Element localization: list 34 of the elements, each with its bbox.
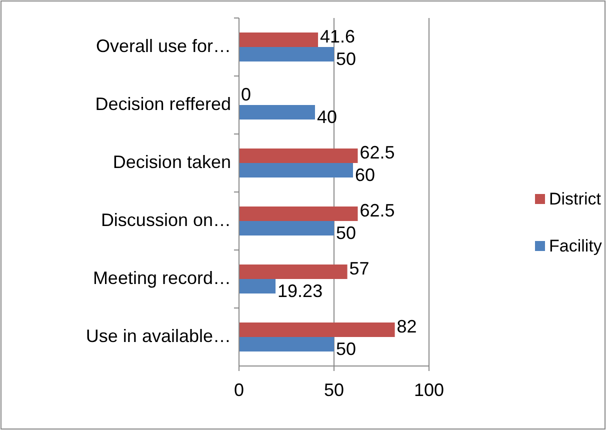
data-label: 40 bbox=[317, 107, 338, 127]
data-label: 0 bbox=[241, 84, 252, 104]
y-tick-label: Discussion on… bbox=[100, 210, 231, 230]
x-tick-label: 0 bbox=[234, 380, 244, 400]
data-label: 50 bbox=[336, 49, 356, 69]
y-tick-label: Use in available… bbox=[86, 326, 231, 346]
data-label: 82 bbox=[396, 316, 417, 336]
bar bbox=[239, 32, 318, 47]
legend-label: Facility bbox=[549, 236, 602, 256]
bar bbox=[239, 163, 353, 178]
y-tick-label: Meeting record… bbox=[92, 268, 231, 288]
data-label: 62.5 bbox=[360, 142, 395, 162]
bar bbox=[239, 322, 395, 337]
y-tick-label: Decision reffered bbox=[95, 94, 231, 114]
legend-label: District bbox=[549, 189, 602, 208]
bar bbox=[239, 105, 315, 120]
bar bbox=[239, 279, 276, 294]
data-label: 19.23 bbox=[278, 281, 323, 301]
bar bbox=[239, 148, 358, 163]
x-tick-label: 100 bbox=[414, 380, 444, 400]
data-label: 50 bbox=[336, 339, 356, 359]
bar bbox=[239, 337, 334, 352]
bar bbox=[239, 47, 334, 62]
data-label: 60 bbox=[355, 165, 376, 185]
y-tick-label: Overall use for… bbox=[96, 36, 231, 56]
bar bbox=[239, 264, 348, 279]
data-label: 57 bbox=[349, 258, 370, 278]
y-tick-label: Decision taken bbox=[112, 152, 231, 172]
x-tick-label: 50 bbox=[324, 380, 344, 400]
data-label: 41.6 bbox=[320, 26, 356, 46]
bar bbox=[239, 206, 358, 221]
bar bbox=[239, 221, 334, 236]
data-label: 50 bbox=[336, 223, 356, 243]
data-label: 62.5 bbox=[360, 200, 395, 220]
